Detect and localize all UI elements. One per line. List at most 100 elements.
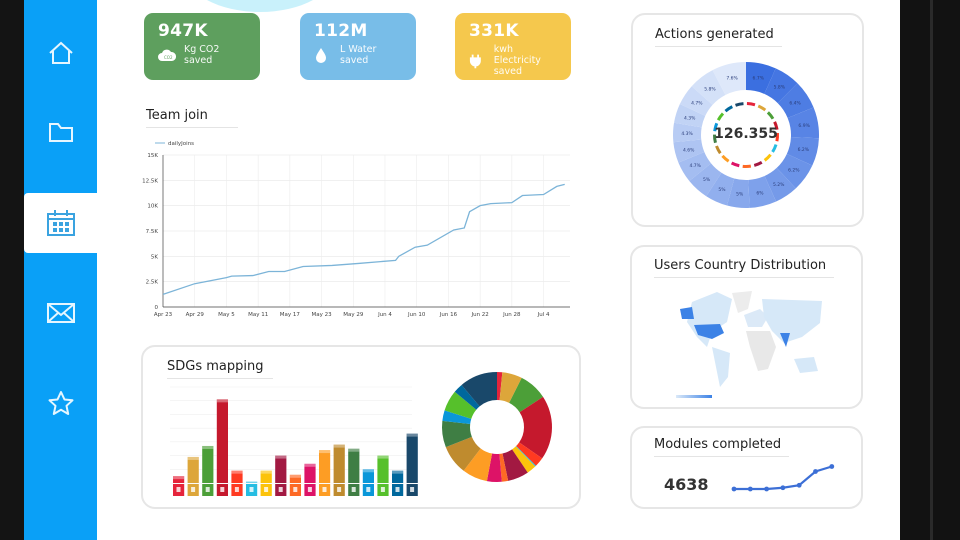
- donut-segment: [706, 172, 735, 206]
- bar-sdg14: [362, 469, 374, 483]
- actions-total: 126.355: [714, 126, 778, 142]
- team-join-title: Team join: [146, 108, 238, 128]
- stat-label: kwh Electricity: [493, 44, 541, 66]
- stat-label: Kg CO2: [184, 44, 220, 55]
- bar-cap: [275, 455, 287, 459]
- bar-sdg15: [377, 455, 389, 483]
- sparkline-point: [813, 469, 818, 474]
- sdg-icon-glyph: [366, 487, 371, 492]
- modules-completed-card: Modules completed 4638: [630, 426, 863, 509]
- pie-slice-sdg11: [463, 448, 493, 482]
- sdg-icon-glyph: [278, 487, 283, 492]
- pie-slice-sdg13: [442, 420, 472, 448]
- donut-segment: [689, 163, 722, 197]
- pie-slice-sdg5: [516, 442, 543, 466]
- sidebar-item-folder[interactable]: [24, 102, 97, 162]
- map-australia[interactable]: [794, 357, 818, 373]
- donut-segment: [748, 175, 777, 208]
- sdg-ring-dash: [716, 112, 725, 121]
- map-south-america[interactable]: [712, 347, 730, 387]
- sdg-ring-dash: [746, 102, 756, 107]
- co2-cloud-icon: CO2: [158, 49, 176, 61]
- donut-segment: [776, 153, 813, 189]
- stat-value: 112M: [314, 21, 368, 41]
- bar-sdg17: [406, 433, 418, 483]
- donut-segment: [691, 70, 726, 105]
- donut-segment-label: 7.6%: [726, 76, 738, 82]
- world-map[interactable]: [672, 287, 832, 402]
- x-tick-label: May 5: [218, 312, 235, 318]
- map-asia[interactable]: [762, 299, 822, 343]
- x-tick-label: Jun 16: [439, 312, 458, 318]
- sdg-icon-glyph: [264, 487, 269, 492]
- bar-sdg9: [289, 474, 301, 483]
- map-usa[interactable]: [694, 324, 724, 339]
- sdg-icon-glyph: [205, 487, 210, 492]
- bar-cap: [392, 470, 404, 474]
- donut-segment-label: 5.8%: [774, 84, 786, 90]
- sdgs-mapping-card: SDGs mapping: [141, 345, 581, 509]
- sidebar-item-home[interactable]: [24, 23, 97, 83]
- donut-segment-label: 6.2%: [798, 147, 810, 153]
- bar-cap: [304, 463, 316, 467]
- map-africa[interactable]: [746, 331, 776, 371]
- bar-cap: [246, 481, 258, 483]
- map-india[interactable]: [780, 333, 790, 347]
- pie-slice-sdg3: [509, 377, 544, 413]
- bar-cap: [202, 445, 214, 449]
- pie-slice-sdg1: [497, 372, 503, 401]
- bar-cap: [289, 474, 301, 478]
- y-tick-label: 0: [155, 305, 159, 311]
- donut-segment-label: 4.6%: [683, 147, 695, 153]
- y-tick-label: 10K: [147, 204, 158, 210]
- sdg-icon-glyph: [410, 487, 415, 492]
- sidebar-item-calendar[interactable]: [24, 193, 106, 253]
- bar-cap: [406, 433, 418, 437]
- modules-title: Modules completed: [654, 437, 790, 457]
- bar-cap: [187, 456, 199, 460]
- sdg-ring-dash: [730, 161, 740, 168]
- sidebar-item-favorites[interactable]: [24, 373, 97, 433]
- bar-cap: [319, 450, 331, 454]
- donut-segment: [678, 152, 712, 182]
- bar-sdg11: [319, 450, 331, 483]
- bar-sdg7: [260, 470, 272, 483]
- map-europe[interactable]: [744, 309, 768, 327]
- pie-slice-sdg2: [499, 372, 522, 403]
- x-tick-label: Jun 4: [377, 312, 392, 318]
- donut-segment-label: 6.9%: [798, 123, 810, 129]
- sdg-icon-glyph: [176, 487, 181, 492]
- stat-card-water: 112M L Water saved: [300, 13, 416, 80]
- donut-segment: [786, 136, 819, 166]
- stat-card-co2: 947K CO2 Kg CO2 saved: [144, 13, 260, 80]
- country-title: Users Country Distribution: [654, 258, 835, 278]
- sidebar-item-mail[interactable]: [24, 283, 97, 343]
- sparkline-point: [796, 482, 802, 488]
- star-icon: [48, 391, 73, 415]
- donut-segment-label: 4.3%: [684, 115, 696, 121]
- water-drop-icon: [316, 48, 326, 63]
- donut-segment: [764, 68, 798, 104]
- modules-value: 4638: [664, 475, 709, 494]
- bar-cap: [216, 399, 228, 403]
- sdg-ring-dash: [773, 121, 779, 130]
- stat-value: 331K: [469, 21, 519, 41]
- bar-sdg5: [231, 470, 243, 483]
- bar-cap: [362, 469, 374, 473]
- sdg-icon-glyph: [234, 487, 239, 492]
- sdg-ring-dash: [771, 144, 778, 153]
- sdg-icon-glyph: [380, 487, 385, 492]
- x-tick-label: May 29: [343, 312, 364, 318]
- bar-cap: [260, 470, 272, 474]
- x-tick-label: May 17: [280, 312, 301, 318]
- donut-segment-label: 5.8%: [704, 86, 716, 92]
- x-tick-label: Apr 23: [154, 312, 173, 318]
- map-alaska[interactable]: [680, 307, 694, 319]
- sdg-ring-dash: [775, 132, 779, 142]
- sparkline-point: [747, 486, 753, 492]
- sdg-icon-glyph: [351, 487, 356, 492]
- bar-cap: [333, 444, 345, 448]
- map-greenland[interactable]: [732, 291, 752, 313]
